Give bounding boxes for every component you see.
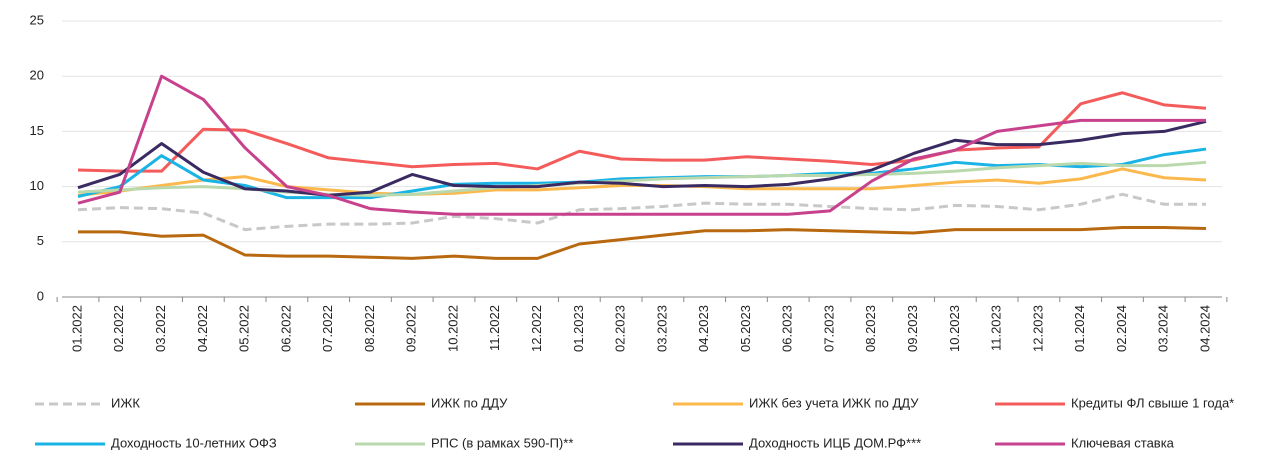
legend-label: РПС (в рамках 590-П)** (431, 435, 573, 450)
x-tick-label: 05.2023 (738, 305, 753, 352)
x-tick-label: 08.2023 (863, 305, 878, 352)
legend-label: Доходность 10-летних ОФЗ (111, 435, 277, 450)
y-tick-label: 0 (37, 288, 44, 303)
x-tick-label: 07.2023 (821, 305, 836, 352)
y-tick-label: 25 (30, 12, 44, 27)
x-tick-label: 07.2022 (320, 305, 335, 352)
x-tick-label: 02.2022 (111, 305, 126, 352)
legend-label: Ключевая ставка (1071, 435, 1175, 450)
x-tick-label: 12.2023 (1030, 305, 1045, 352)
y-tick-label: 10 (30, 178, 44, 193)
x-tick-label: 05.2022 (237, 305, 252, 352)
legend-label: ИЖК по ДДУ (431, 395, 508, 410)
x-tick-label: 10.2023 (947, 305, 962, 352)
x-tick-label: 04.2024 (1197, 305, 1212, 352)
x-tick-label: 02.2024 (1114, 305, 1129, 352)
x-tick-label: 08.2022 (362, 305, 377, 352)
x-tick-label: 06.2023 (780, 305, 795, 352)
x-tick-label: 11.2022 (487, 305, 502, 351)
series-line (77, 192, 1206, 232)
legend-label: Кредиты ФЛ свыше 1 года* (1071, 395, 1234, 410)
legend-label: ИЖК без учета ИЖК по ДДУ (749, 395, 919, 410)
series-line (77, 74, 1206, 216)
legend-label: ИЖК (111, 395, 140, 410)
y-tick-label: 5 (37, 233, 44, 248)
series-line (77, 167, 1207, 197)
x-tick-label: 03.2023 (654, 305, 669, 352)
x-tick-label: 03.2022 (153, 305, 168, 352)
x-tick-label: 01.2024 (1072, 305, 1087, 352)
series-line (77, 120, 1207, 197)
series-line (77, 91, 1207, 173)
x-tick-label: 04.2022 (195, 305, 210, 352)
x-tick-label: 01.2022 (69, 305, 84, 352)
x-tick-label: 09.2023 (905, 305, 920, 352)
legend-label: Доходность ИЦБ ДОМ.РФ*** (749, 435, 921, 450)
x-tick-label: 09.2022 (404, 305, 419, 352)
series-line (77, 160, 1207, 197)
x-tick-label: 03.2024 (1156, 305, 1171, 352)
x-tick-label: 02.2023 (613, 305, 628, 352)
y-tick-label: 20 (30, 68, 44, 83)
x-tick-label: 11.2023 (989, 305, 1004, 351)
x-tick-label: 12.2022 (529, 305, 544, 352)
x-tick-label: 04.2023 (696, 305, 711, 352)
x-tick-label: 10.2022 (445, 305, 460, 352)
x-tick-label: 06.2022 (278, 305, 293, 352)
x-tick-label: 01.2023 (571, 305, 586, 352)
y-tick-label: 15 (30, 123, 44, 138)
series-line (78, 225, 1207, 260)
